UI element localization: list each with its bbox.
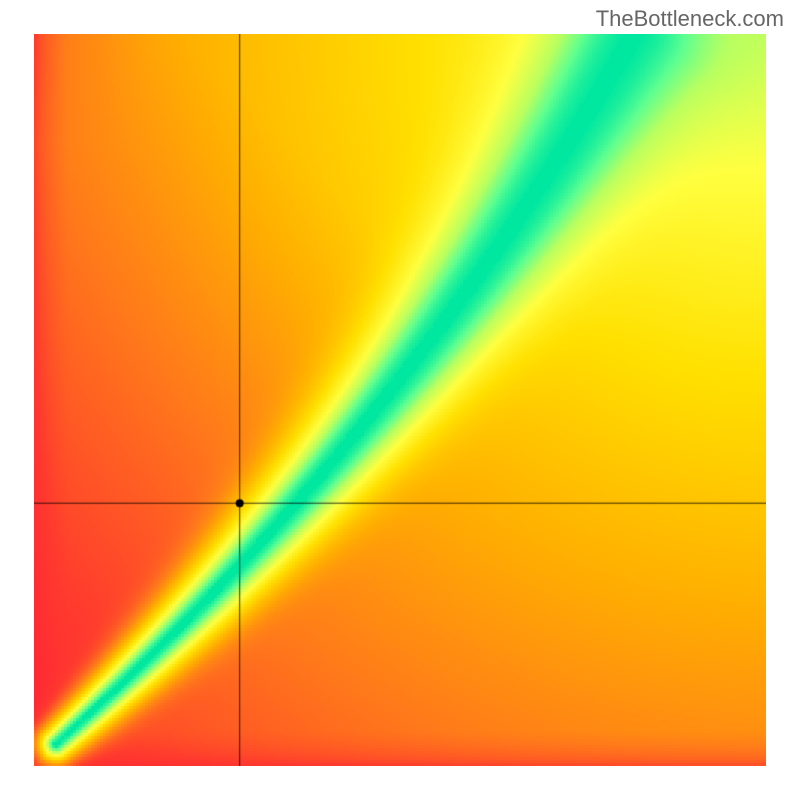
heatmap-plot	[34, 34, 766, 766]
heatmap-canvas	[34, 34, 766, 766]
watermark-text: TheBottleneck.com	[596, 6, 784, 32]
chart-container: TheBottleneck.com	[0, 0, 800, 800]
